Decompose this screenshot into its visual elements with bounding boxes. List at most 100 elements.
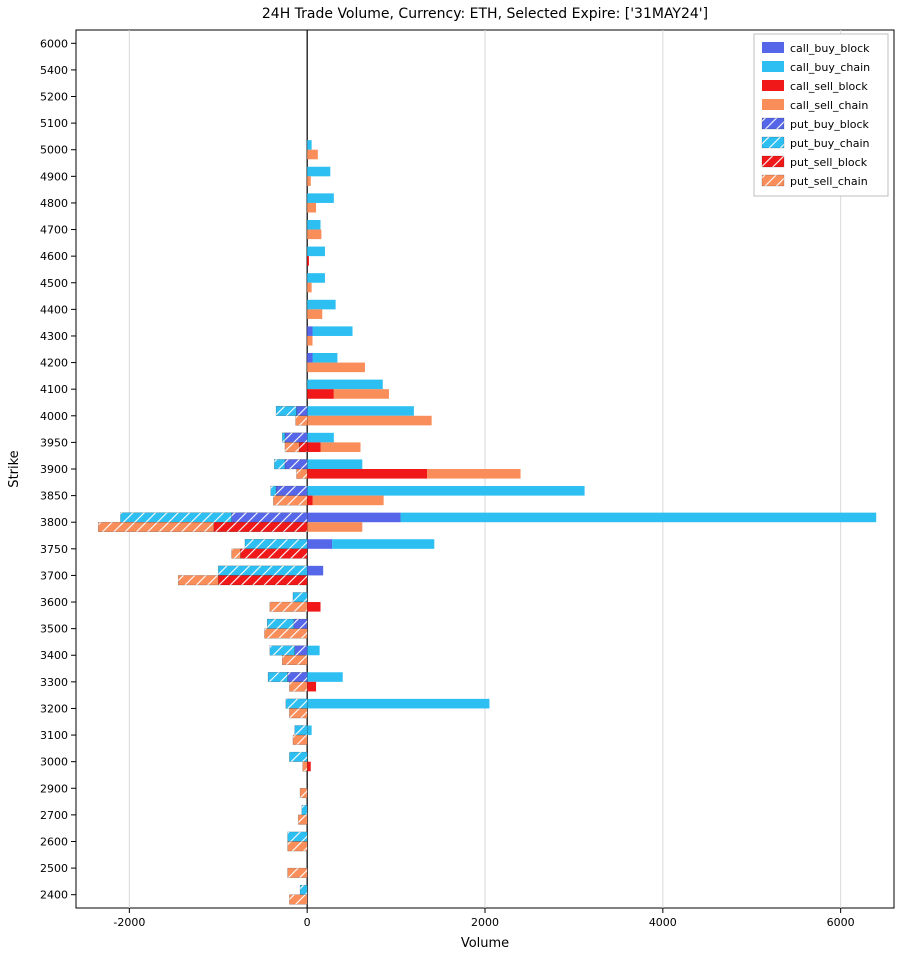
bar-segment	[218, 566, 307, 576]
legend-label: put_buy_block	[790, 118, 870, 131]
legend-swatch	[762, 99, 784, 110]
bar-segment	[307, 326, 312, 336]
bar-segment	[307, 469, 427, 479]
bar-segment	[294, 619, 307, 629]
bar-segment	[286, 699, 307, 709]
bar-segment	[307, 336, 312, 346]
bar-segment	[307, 256, 309, 266]
y-tick-label: 3200	[40, 702, 68, 715]
bar-segment	[307, 176, 311, 186]
bar-segment	[307, 699, 489, 709]
bar-segment	[288, 832, 308, 842]
bar-segment	[268, 672, 288, 682]
bar-segment	[307, 433, 334, 443]
y-tick-label: 4100	[40, 383, 68, 396]
x-tick-label: 6000	[827, 916, 855, 929]
bar-segment	[270, 646, 295, 656]
bar-segment	[307, 602, 320, 612]
bar-segment	[307, 363, 365, 373]
bar-segment	[307, 522, 362, 532]
y-tick-label: 2700	[40, 809, 68, 822]
bar-segment	[295, 646, 307, 656]
bar-segment	[307, 193, 334, 203]
bar-segment	[267, 619, 294, 629]
y-tick-label: 4300	[40, 330, 68, 343]
y-tick-label: 3750	[40, 543, 68, 556]
bar-segment	[298, 815, 307, 825]
legend-label: call_sell_chain	[790, 99, 868, 112]
bar-segment	[307, 539, 332, 549]
bar-segment	[273, 496, 307, 506]
bar-segment	[282, 433, 285, 443]
bar-segment	[218, 575, 307, 585]
y-tick-label: 3000	[40, 756, 68, 769]
bar-segment	[307, 646, 319, 656]
bar-segment	[313, 353, 338, 363]
y-tick-label: 5100	[40, 117, 68, 130]
legend-swatch	[762, 80, 784, 91]
bar-segment	[307, 167, 330, 177]
bar-segment	[427, 469, 520, 479]
x-axis-label: Volume	[461, 936, 509, 951]
y-tick-label: 2600	[40, 835, 68, 848]
bar-segment	[300, 788, 307, 798]
y-tick-label: 6000	[40, 37, 68, 50]
bar-segment	[285, 442, 299, 452]
bar-segment	[288, 841, 308, 851]
bar-segment	[321, 442, 361, 452]
bar-segment	[289, 708, 307, 718]
bar-segment	[270, 602, 307, 612]
trade-volume-chart: -200002000400060006000540052005100500049…	[0, 0, 912, 963]
bar-segment	[307, 459, 362, 469]
bar-segment	[307, 389, 334, 399]
y-tick-label: 5200	[40, 91, 68, 104]
bar-segment	[313, 326, 353, 336]
bar-segment	[307, 247, 325, 257]
bar-segment	[232, 549, 241, 559]
bar-segment	[293, 592, 307, 602]
bar-segment	[264, 629, 307, 639]
y-tick-label: 4700	[40, 224, 68, 237]
y-tick-label: 3300	[40, 676, 68, 689]
bar-segment	[240, 549, 307, 559]
y-axis-label: Strike	[7, 450, 22, 487]
y-tick-label: 4800	[40, 197, 68, 210]
bar-segment	[307, 220, 320, 230]
bar-segment	[307, 300, 335, 310]
y-tick-label: 3100	[40, 729, 68, 742]
bar-segment	[285, 433, 307, 443]
legend-swatch	[762, 156, 784, 167]
bar-segment	[307, 380, 383, 390]
bar-segment	[296, 416, 308, 426]
legend-label: call_buy_chain	[790, 61, 870, 74]
bar-segment	[300, 885, 307, 895]
bar-segment	[307, 442, 320, 452]
bar-segment	[307, 230, 321, 240]
chart-container: -200002000400060006000540052005100500049…	[0, 0, 912, 963]
bar-segment	[307, 486, 584, 496]
bar-segment	[295, 725, 307, 735]
bar-segment	[289, 895, 307, 905]
bar-segment	[307, 682, 316, 692]
legend-label: put_sell_chain	[790, 175, 868, 188]
bar-segment	[288, 868, 308, 878]
y-tick-label: 4400	[40, 303, 68, 316]
bar-segment	[307, 273, 325, 283]
y-tick-label: 3900	[40, 463, 68, 476]
legend-swatch	[762, 118, 784, 129]
bar-segment	[297, 469, 308, 479]
bar-segment	[334, 389, 389, 399]
y-tick-label: 4500	[40, 277, 68, 290]
bar-segment	[271, 486, 276, 496]
bar-segment	[303, 762, 307, 772]
bar-segment	[293, 735, 307, 745]
legend-swatch	[762, 42, 784, 53]
bar-segment	[276, 406, 296, 416]
y-tick-label: 5000	[40, 144, 68, 157]
bar-segment	[307, 406, 414, 416]
bar-segment	[307, 353, 312, 363]
x-tick-label: 2000	[471, 916, 499, 929]
bar-segment	[289, 752, 307, 762]
bar-segment	[307, 762, 311, 772]
bar-segment	[297, 406, 308, 416]
